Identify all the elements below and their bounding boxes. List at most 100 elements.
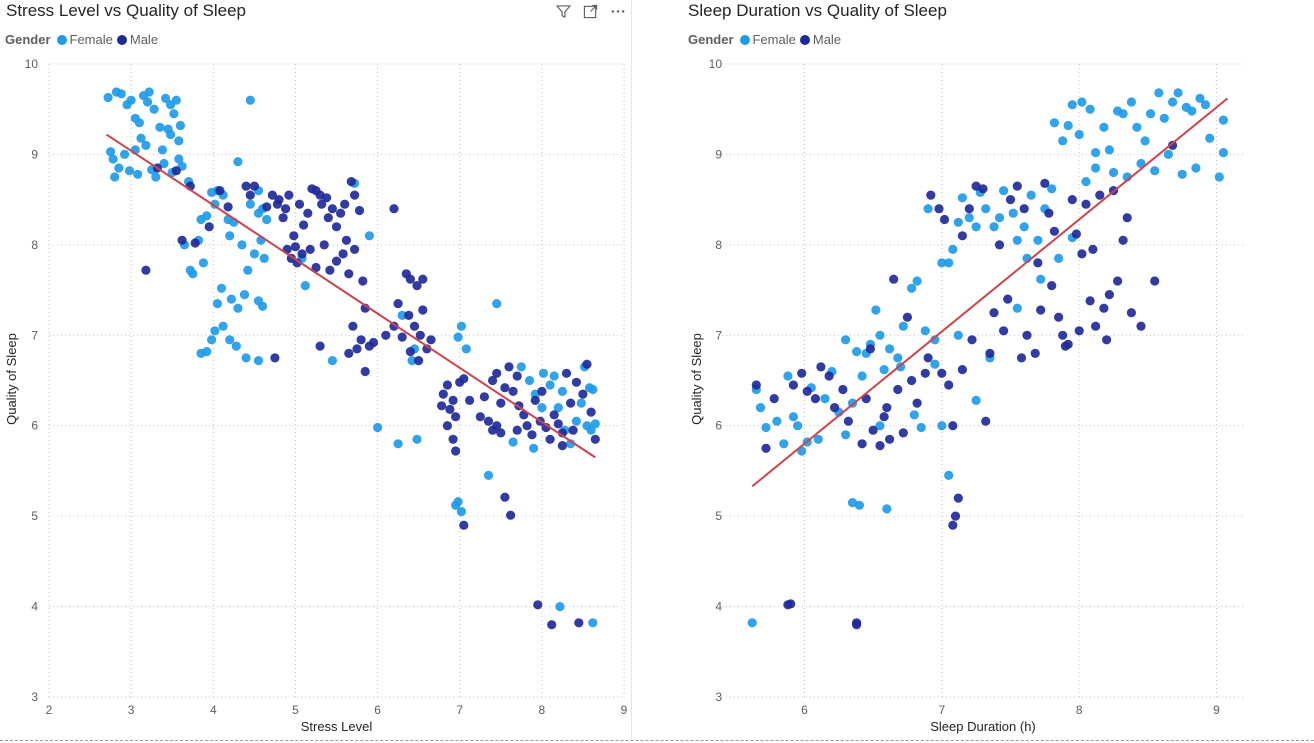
data-point-male[interactable] bbox=[483, 416, 494, 426]
data-point-female[interactable] bbox=[300, 281, 310, 291]
data-point-male[interactable] bbox=[1058, 330, 1068, 340]
focus-mode-icon[interactable] bbox=[583, 4, 598, 24]
data-point-female[interactable] bbox=[259, 253, 269, 263]
data-point-female[interactable] bbox=[116, 89, 126, 99]
data-point-female[interactable] bbox=[407, 356, 417, 366]
data-point-male[interactable] bbox=[346, 177, 356, 187]
data-point-male[interactable] bbox=[1102, 335, 1112, 345]
data-point-male[interactable] bbox=[1036, 305, 1046, 315]
data-point-female[interactable] bbox=[114, 163, 124, 173]
data-point-female[interactable] bbox=[253, 356, 264, 366]
legend-item-female[interactable]: Female bbox=[739, 32, 796, 47]
data-point-male[interactable] bbox=[893, 384, 903, 395]
data-point-male[interactable] bbox=[964, 204, 974, 214]
data-point-female[interactable] bbox=[930, 359, 940, 369]
data-point-male[interactable] bbox=[1099, 303, 1109, 313]
data-point-male[interactable] bbox=[492, 368, 502, 378]
data-point-male[interactable] bbox=[341, 235, 351, 245]
data-point-female[interactable] bbox=[1047, 184, 1057, 194]
data-point-female[interactable] bbox=[1026, 190, 1036, 200]
data-point-male[interactable] bbox=[397, 332, 407, 342]
data-point-female[interactable] bbox=[1099, 122, 1109, 132]
data-point-male[interactable] bbox=[547, 620, 557, 630]
data-point-male[interactable] bbox=[522, 421, 532, 431]
data-point-male[interactable] bbox=[527, 430, 537, 440]
data-point-male[interactable] bbox=[769, 394, 779, 404]
data-point-male[interactable] bbox=[297, 249, 307, 259]
data-point-male[interactable] bbox=[788, 380, 798, 390]
data-point-female[interactable] bbox=[576, 398, 586, 408]
data-point-female[interactable] bbox=[1049, 118, 1059, 128]
data-point-female[interactable] bbox=[124, 166, 135, 176]
data-point-female[interactable] bbox=[524, 375, 535, 386]
data-point-male[interactable] bbox=[939, 214, 950, 225]
data-point-female[interactable] bbox=[1136, 158, 1146, 169]
data-point-male[interactable] bbox=[305, 244, 315, 254]
legend-item-male[interactable]: Male bbox=[116, 32, 158, 47]
data-point-male[interactable] bbox=[985, 348, 995, 358]
data-point-female[interactable] bbox=[133, 169, 143, 179]
data-point-male[interactable] bbox=[571, 377, 582, 387]
data-point-male[interactable] bbox=[459, 374, 469, 384]
data-point-female[interactable] bbox=[909, 410, 919, 420]
data-point-male[interactable] bbox=[496, 428, 506, 438]
data-point-female[interactable] bbox=[120, 149, 130, 159]
data-point-female[interactable] bbox=[103, 92, 113, 103]
data-point-female[interactable] bbox=[1033, 235, 1043, 245]
data-point-male[interactable] bbox=[530, 395, 540, 405]
data-point-male[interactable] bbox=[418, 274, 428, 284]
data-point-female[interactable] bbox=[1140, 136, 1150, 146]
data-point-female[interactable] bbox=[937, 258, 947, 268]
data-point-female[interactable] bbox=[953, 217, 963, 227]
data-point-male[interactable] bbox=[1049, 226, 1059, 236]
data-point-female[interactable] bbox=[920, 326, 930, 336]
data-point-male[interactable] bbox=[953, 493, 963, 503]
data-point-male[interactable] bbox=[340, 199, 350, 209]
data-point-female[interactable] bbox=[245, 199, 255, 209]
data-point-female[interactable] bbox=[225, 335, 235, 345]
data-point-female[interactable] bbox=[1085, 104, 1095, 114]
data-point-female[interactable] bbox=[981, 204, 991, 214]
data-point-female[interactable] bbox=[245, 95, 255, 105]
data-point-female[interactable] bbox=[174, 136, 184, 146]
legend-item-female[interactable]: Female bbox=[56, 32, 113, 47]
data-point-female[interactable] bbox=[1077, 97, 1087, 107]
data-point-female[interactable] bbox=[216, 283, 227, 293]
data-point-female[interactable] bbox=[944, 470, 954, 480]
data-point-male[interactable] bbox=[797, 368, 807, 378]
data-point-male[interactable] bbox=[582, 359, 592, 369]
data-point-female[interactable] bbox=[953, 330, 963, 340]
data-point-male[interactable] bbox=[414, 356, 424, 366]
data-point-male[interactable] bbox=[323, 213, 333, 223]
data-point-female[interactable] bbox=[755, 403, 766, 413]
data-point-male[interactable] bbox=[545, 434, 555, 444]
data-point-male[interactable] bbox=[1118, 235, 1128, 245]
data-point-male[interactable] bbox=[1091, 321, 1101, 331]
data-point-male[interactable] bbox=[336, 208, 346, 218]
data-point-male[interactable] bbox=[937, 368, 947, 378]
data-point-male[interactable] bbox=[1136, 321, 1146, 331]
scatter-visual-duration-vs-quality[interactable]: Sleep Duration vs Quality of Sleep Gende… bbox=[632, 0, 1314, 741]
data-point-male[interactable] bbox=[912, 398, 922, 408]
data-point-female[interactable] bbox=[196, 214, 206, 225]
data-point-male[interactable] bbox=[868, 425, 878, 435]
data-point-male[interactable] bbox=[506, 510, 516, 520]
data-point-female[interactable] bbox=[453, 332, 463, 342]
data-point-male[interactable] bbox=[1067, 195, 1077, 205]
data-point-female[interactable] bbox=[108, 154, 118, 164]
data-point-female[interactable] bbox=[545, 380, 555, 390]
data-point-female[interactable] bbox=[126, 95, 136, 105]
data-point-male[interactable] bbox=[492, 421, 502, 431]
data-point-female[interactable] bbox=[163, 124, 173, 134]
data-point-female[interactable] bbox=[327, 356, 337, 366]
data-point-male[interactable] bbox=[315, 341, 325, 351]
data-point-female[interactable] bbox=[854, 500, 864, 510]
data-point-female[interactable] bbox=[456, 507, 466, 517]
data-point-female[interactable] bbox=[110, 172, 120, 182]
data-point-male[interactable] bbox=[331, 222, 342, 232]
data-point-female[interactable] bbox=[412, 434, 422, 444]
data-point-male[interactable] bbox=[405, 347, 415, 357]
data-point-female[interactable] bbox=[875, 421, 885, 431]
data-point-female[interactable] bbox=[253, 296, 264, 306]
data-point-female[interactable] bbox=[1177, 169, 1187, 179]
